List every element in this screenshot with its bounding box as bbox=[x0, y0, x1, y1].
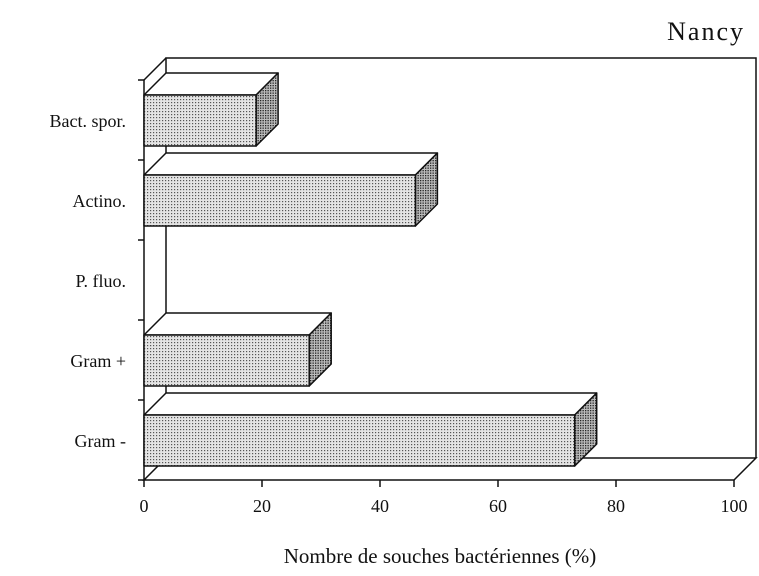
x-tick-label: 60 bbox=[489, 496, 507, 516]
x-tick-label: 0 bbox=[140, 496, 149, 516]
bar bbox=[143, 312, 332, 387]
bar-front bbox=[143, 334, 310, 387]
x-tick-label: 80 bbox=[607, 496, 625, 516]
wall-edge bbox=[143, 57, 167, 81]
chart-title: Nancy bbox=[667, 17, 745, 46]
y-tick-label: Gram - bbox=[75, 431, 126, 451]
x-tick-label: 40 bbox=[371, 496, 389, 516]
y-tick-label: Actino. bbox=[73, 191, 127, 211]
bar-top bbox=[143, 392, 598, 416]
x-axis-label: Nombre de souches bactériennes (%) bbox=[284, 544, 597, 568]
bar-top bbox=[143, 312, 332, 336]
y-tick-label: Gram + bbox=[70, 351, 126, 371]
bar-top bbox=[143, 152, 439, 176]
bar-top bbox=[143, 72, 279, 96]
bar-front bbox=[143, 174, 417, 227]
bar bbox=[143, 152, 439, 227]
back-wall bbox=[165, 57, 757, 458]
bar-front bbox=[143, 94, 257, 147]
y-tick-label: Bact. spor. bbox=[50, 111, 127, 131]
bar bbox=[143, 392, 598, 467]
bar-front bbox=[143, 414, 576, 467]
x-tick-label: 20 bbox=[253, 496, 271, 516]
y-tick-label: P. fluo. bbox=[75, 271, 126, 291]
bar bbox=[143, 72, 279, 147]
x-tick-label: 100 bbox=[721, 496, 748, 516]
